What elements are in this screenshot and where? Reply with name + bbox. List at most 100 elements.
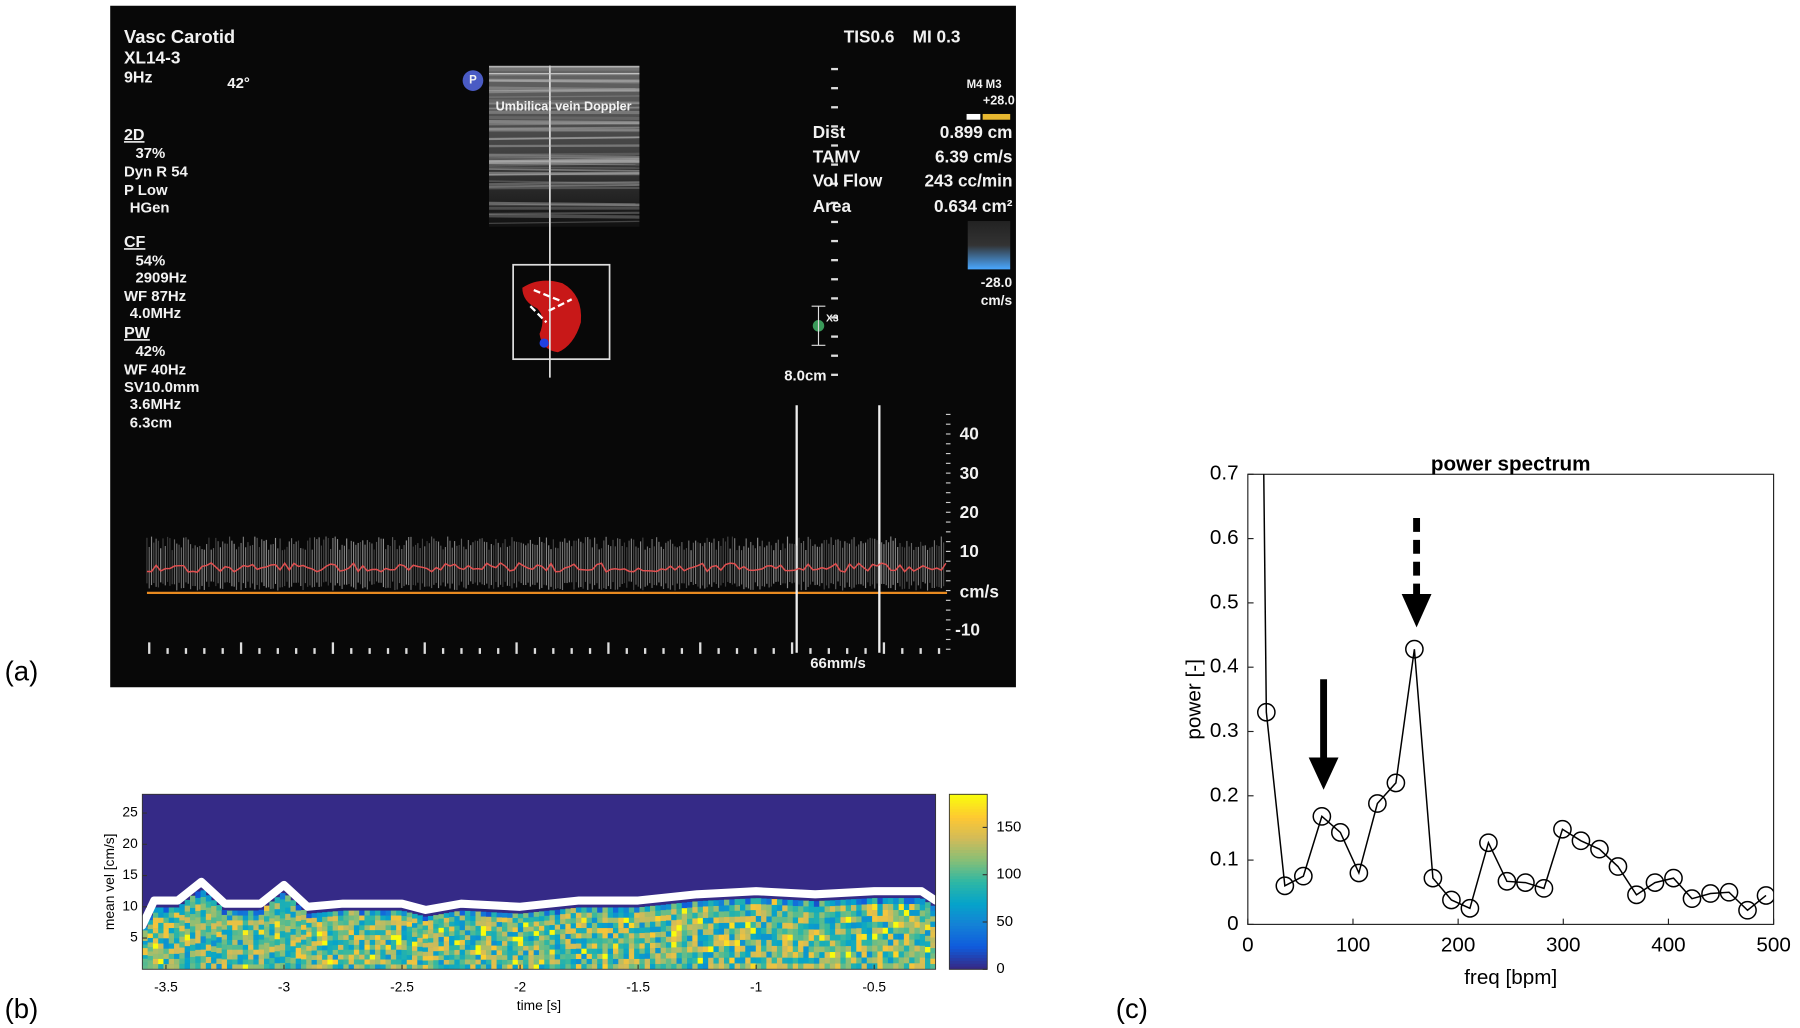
spectrogram-texture: [792, 934, 799, 941]
spectrogram-texture: [353, 959, 360, 965]
spectrogram-texture: [591, 917, 598, 924]
spectrogram-texture: [919, 922, 926, 929]
spectrogram-texture: [909, 921, 915, 929]
spectrogram-texture: [824, 923, 831, 930]
spectrogram-texture: [375, 935, 381, 941]
colorbar-step: [949, 820, 988, 824]
spectrogram-texture: [861, 910, 868, 917]
spectrogram-texture: [237, 930, 244, 936]
spectrogram-texture: [792, 963, 799, 970]
spectrogram-texture: [893, 945, 899, 952]
spectrogram-texture: [549, 959, 556, 965]
spectrogram-texture: [390, 930, 397, 936]
spectrogram-texture: [771, 928, 778, 935]
spectrogram-texture: [253, 935, 259, 941]
spectrogram-texture: [766, 951, 773, 958]
spectrogram-texture: [464, 920, 471, 926]
x-tick-label: -1.5: [626, 979, 650, 994]
spectrogram-texture: [502, 936, 508, 942]
spectrogram-texture: [687, 952, 693, 959]
spectrogram-texture: [813, 918, 820, 925]
spectrogram-texture: [734, 904, 741, 912]
spectrogram-texture: [581, 964, 587, 970]
spectrogram-texture: [644, 932, 651, 939]
spectrogram-texture: [819, 952, 825, 959]
spectrogram-texture: [655, 915, 661, 922]
spectrogram-texture: [364, 954, 371, 960]
spectrogram-texture: [142, 944, 148, 949]
spectrogram-texture: [264, 926, 270, 933]
ultrasound-label: 54%: [135, 252, 165, 269]
colorbar-step: [949, 846, 988, 851]
spectrogram-texture: [353, 910, 360, 916]
spectrogram-texture: [618, 928, 624, 934]
spectrogram-texture: [475, 950, 482, 956]
spectrogram-texture: [322, 912, 328, 918]
spectrogram-texture: [665, 958, 672, 965]
spectrogram-texture: [798, 923, 804, 930]
spectrogram-texture: [433, 915, 439, 920]
spectrogram-texture: [671, 963, 677, 970]
spectrogram-texture: [824, 906, 831, 913]
spectrogram-texture: [322, 916, 328, 923]
spectrogram-texture: [845, 957, 852, 964]
spectrogram-texture: [856, 916, 862, 923]
spectrogram-texture: [565, 954, 572, 960]
spectrogram-texture: [158, 917, 164, 924]
spectrogram-texture: [602, 933, 609, 939]
spectrogram-texture: [766, 916, 773, 923]
spectrogram-texture: [147, 942, 154, 948]
colorbar-step: [949, 858, 988, 862]
spectrogram-texture: [787, 963, 794, 970]
ultrasound-label: 6.3cm: [130, 415, 172, 432]
spectrogram-texture: [919, 939, 926, 947]
spectrogram-texture: [348, 925, 355, 931]
spectrogram-texture: [887, 927, 894, 935]
spectrogram-texture: [285, 950, 291, 958]
spectrogram-texture: [575, 917, 582, 924]
spectrogram-texture: [856, 928, 862, 935]
b-mode-speckle: [489, 136, 640, 141]
spectrogram-texture: [401, 954, 408, 960]
spectrogram-texture: [893, 904, 899, 911]
spectrogram-texture: [464, 915, 471, 921]
spectrogram-texture: [152, 938, 159, 944]
spectrogram-texture: [724, 917, 730, 924]
spectrogram-texture: [322, 959, 328, 965]
spectrogram-texture: [221, 964, 228, 970]
spectrogram-texture: [337, 915, 344, 921]
spectrogram-texture: [845, 946, 852, 953]
b-mode-speckle: [489, 159, 640, 164]
spectrogram-texture: [152, 907, 159, 913]
spectrogram-texture: [300, 944, 307, 950]
spectrogram-texture: [909, 945, 915, 952]
spectrogram-texture: [739, 916, 746, 923]
spectrogram-texture: [475, 959, 482, 965]
spectrogram-texture: [211, 957, 217, 964]
x-tick-label: -0.5: [862, 979, 886, 994]
spectrogram-texture: [803, 934, 809, 942]
spectrogram-texture: [264, 937, 270, 944]
spectrogram-texture: [528, 959, 535, 965]
spectrum-point: [1719, 882, 1739, 902]
spectrogram-texture: [729, 911, 735, 918]
spectrogram-texture: [152, 912, 159, 919]
spectrogram-texture: [628, 933, 635, 939]
spectrogram-texture: [507, 964, 513, 970]
spectrogram-texture: [337, 954, 344, 960]
spectrogram-texture: [248, 930, 254, 936]
spectrogram-texture: [570, 918, 577, 924]
spectrogram-texture: [623, 907, 630, 913]
spectrogram-texture: [163, 933, 170, 939]
spectrogram-texture: [909, 927, 915, 935]
spectrogram-texture: [364, 935, 371, 941]
spectrogram-texture: [348, 935, 355, 941]
spectrogram-texture: [311, 941, 318, 947]
spectrogram-texture: [570, 908, 577, 914]
spectrogram-texture: [930, 921, 936, 928]
spectrogram-texture: [909, 933, 915, 940]
ultrasound-label: XL14-3: [124, 47, 180, 67]
spectrogram-texture: [771, 910, 778, 917]
spectrogram-texture: [401, 915, 408, 922]
spectrogram-texture: [375, 930, 381, 936]
